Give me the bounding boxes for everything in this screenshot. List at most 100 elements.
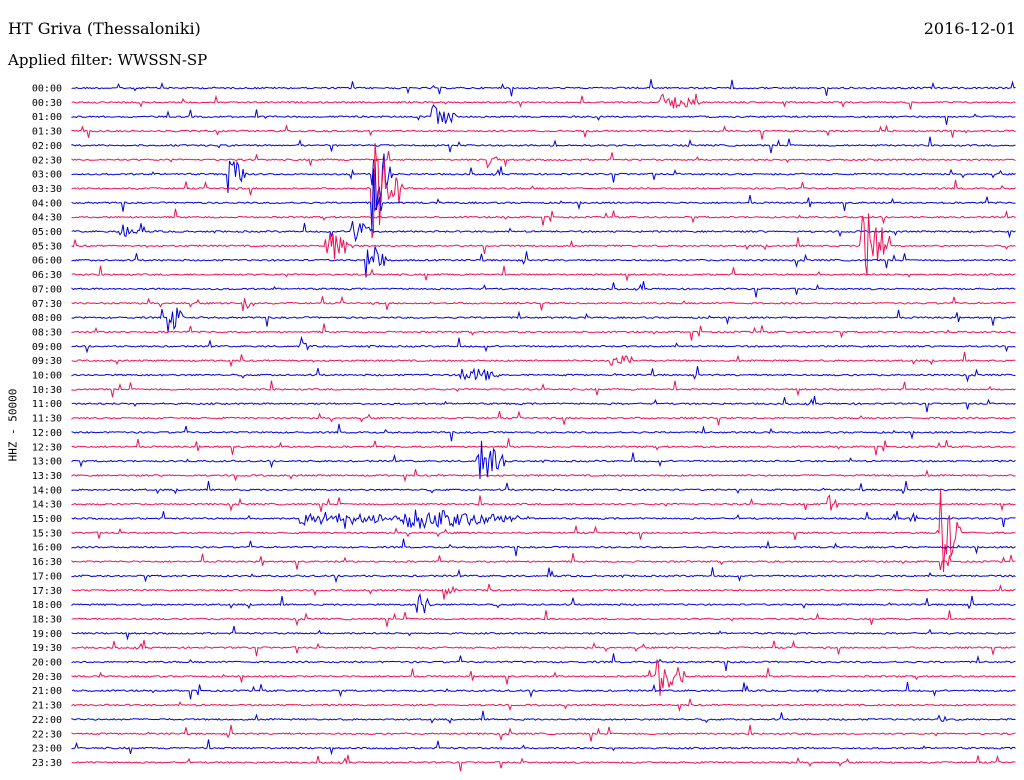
time-label-1030: 10:30 xyxy=(32,385,62,396)
time-label-1300: 13:00 xyxy=(32,457,62,468)
time-label-0530: 05:30 xyxy=(32,241,62,252)
trace-row-0900 xyxy=(71,335,1016,354)
time-label-0400: 04:00 xyxy=(32,198,62,209)
trace-row-0730 xyxy=(71,295,1016,312)
time-label-1600: 16:00 xyxy=(32,543,62,554)
trace-row-0200 xyxy=(71,136,1016,154)
time-label-1730: 17:30 xyxy=(32,586,62,597)
trace-row-1530 xyxy=(71,490,1016,573)
time-label-1400: 14:00 xyxy=(32,485,62,496)
time-label-1100: 11:00 xyxy=(32,399,62,410)
time-label-0430: 04:30 xyxy=(32,213,62,224)
time-label-2030: 20:30 xyxy=(32,672,62,683)
time-label-1530: 15:30 xyxy=(32,528,62,539)
trace-row-0300 xyxy=(71,153,1016,211)
time-label-1500: 15:00 xyxy=(32,514,62,525)
trace-row-1200 xyxy=(71,423,1016,442)
trace-row-1500 xyxy=(71,509,1016,530)
time-label-2330: 23:30 xyxy=(32,758,62,769)
time-label-0230: 02:30 xyxy=(32,155,62,166)
time-label-1430: 14:30 xyxy=(32,500,62,511)
trace-row-0830 xyxy=(71,323,1016,341)
time-label-1800: 18:00 xyxy=(32,600,62,611)
trace-row-0330 xyxy=(71,143,1016,239)
trace-row-0630 xyxy=(71,265,1016,282)
trace-row-0130 xyxy=(71,124,1016,140)
trace-row-2200 xyxy=(71,710,1016,724)
station-title: HT Griva (Thessaloniki) xyxy=(8,19,201,38)
trace-row-0700 xyxy=(71,281,1016,298)
trace-row-1300 xyxy=(71,440,1016,480)
trace-row-0000 xyxy=(71,79,1016,97)
trace-row-1400 xyxy=(71,480,1016,495)
time-label-1700: 17:00 xyxy=(32,571,62,582)
time-label-0730: 07:30 xyxy=(32,299,62,310)
trace-row-1600 xyxy=(71,538,1016,557)
trace-row-1800 xyxy=(71,592,1016,614)
trace-row-0400 xyxy=(71,168,1016,228)
time-label-0000: 00:00 xyxy=(32,84,62,95)
time-label-0500: 05:00 xyxy=(32,227,62,238)
date-label: 2016-12-01 xyxy=(923,19,1016,38)
time-label-2230: 22:30 xyxy=(32,729,62,740)
trace-row-0230 xyxy=(71,151,1016,169)
trace-row-2330 xyxy=(71,754,1016,772)
trace-row-1930 xyxy=(71,639,1016,657)
trace-row-1900 xyxy=(71,625,1016,641)
time-label-2200: 22:00 xyxy=(32,715,62,726)
trace-row-1730 xyxy=(71,583,1016,600)
time-label-0100: 01:00 xyxy=(32,112,62,123)
trace-row-0600 xyxy=(71,246,1016,278)
time-label-2100: 21:00 xyxy=(32,686,62,697)
trace-row-2230 xyxy=(71,724,1016,742)
trace-row-1330 xyxy=(71,469,1016,483)
trace-row-0500 xyxy=(71,220,1016,243)
time-label-1330: 13:30 xyxy=(32,471,62,482)
trace-rows xyxy=(71,79,1016,772)
time-label-0930: 09:30 xyxy=(32,356,62,367)
trace-row-0430 xyxy=(71,208,1016,226)
time-labels: 00:00 00:30 01:00 01:30 02:00 02:30 03:00 03:30… xyxy=(32,84,62,769)
time-label-0330: 03:30 xyxy=(32,184,62,195)
time-label-0130: 01:30 xyxy=(32,127,62,138)
trace-row-1000 xyxy=(71,366,1016,383)
time-label-2300: 23:00 xyxy=(32,744,62,755)
trace-row-0030 xyxy=(71,93,1016,110)
trace-row-2130 xyxy=(71,698,1016,713)
trace-row-0100 xyxy=(71,104,1016,125)
trace-row-0800 xyxy=(71,307,1016,333)
trace-row-1230 xyxy=(71,438,1016,456)
time-label-1200: 12:00 xyxy=(32,428,62,439)
time-label-1630: 16:30 xyxy=(32,557,62,568)
trace-row-2000 xyxy=(71,653,1016,671)
time-label-0200: 02:00 xyxy=(32,141,62,152)
time-label-0300: 03:00 xyxy=(32,170,62,181)
trace-row-1700 xyxy=(71,567,1016,584)
filter-label: Applied filter: WWSSN-SP xyxy=(8,51,208,69)
time-label-0900: 09:00 xyxy=(32,342,62,353)
trace-row-1030 xyxy=(71,380,1016,398)
trace-row-1430 xyxy=(71,494,1016,513)
time-label-0700: 07:00 xyxy=(32,284,62,295)
trace-row-1100 xyxy=(71,395,1016,413)
trace-row-1130 xyxy=(71,410,1016,426)
trace-row-2100 xyxy=(71,682,1016,700)
time-label-0600: 06:00 xyxy=(32,256,62,267)
trace-row-1630 xyxy=(71,553,1016,571)
trace-row-2030 xyxy=(71,659,1016,696)
time-label-0830: 08:30 xyxy=(32,327,62,338)
time-label-0800: 08:00 xyxy=(32,313,62,324)
trace-row-2300 xyxy=(71,739,1016,756)
trace-row-0930 xyxy=(71,351,1016,368)
trace-row-1830 xyxy=(71,610,1016,627)
time-label-1830: 18:30 xyxy=(32,614,62,625)
time-label-2130: 21:30 xyxy=(32,701,62,712)
time-label-1000: 10:00 xyxy=(32,371,62,382)
time-label-1900: 19:00 xyxy=(32,629,62,640)
time-label-0030: 00:30 xyxy=(32,98,62,109)
trace-row-0530 xyxy=(71,213,1016,276)
time-label-0630: 06:30 xyxy=(32,270,62,281)
time-label-1130: 11:30 xyxy=(32,414,62,425)
time-label-1930: 19:30 xyxy=(32,643,62,654)
